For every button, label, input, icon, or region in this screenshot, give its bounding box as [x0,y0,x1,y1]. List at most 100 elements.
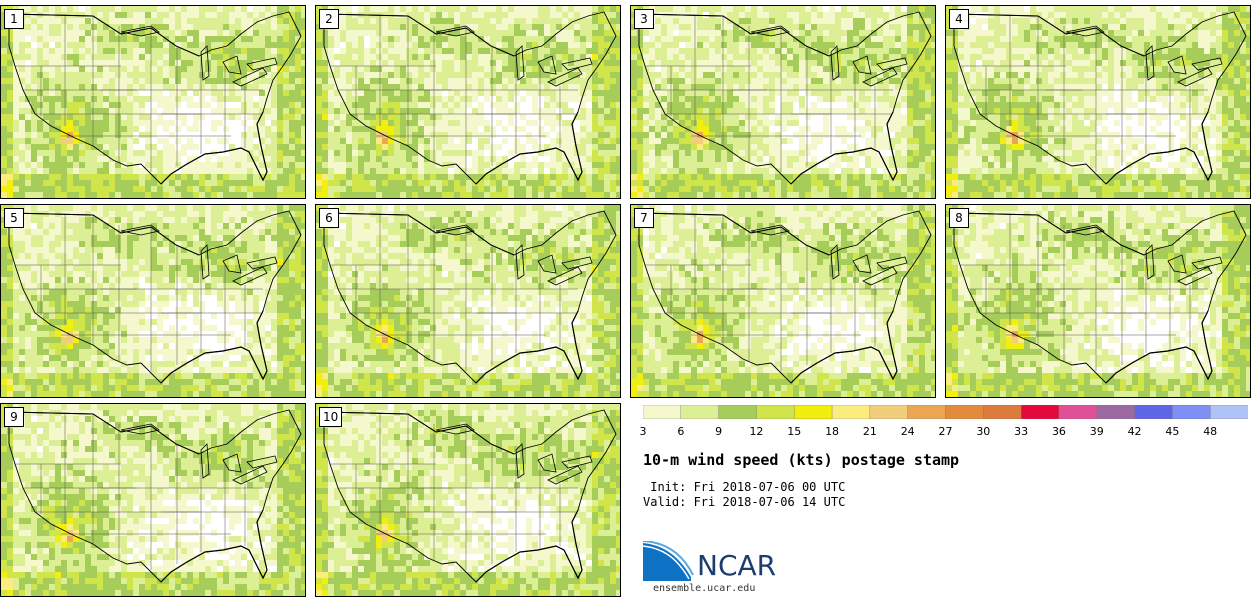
great-lake [1065,224,1105,236]
coastline [1105,310,1213,384]
great-lake [537,453,557,473]
great-lake [200,45,210,81]
colorbar-segment [1096,405,1136,419]
colorbar-tick-label: 21 [862,425,877,438]
colorbar-tick-label: 6 [677,425,685,438]
colorbar-segment [1134,405,1174,419]
colorbar-segment [643,405,682,419]
colorbar-segment [983,405,1022,419]
member-label: 10 [319,407,343,427]
great-lake [200,244,210,280]
great-lake [830,45,840,81]
colorbar-segment [907,405,947,419]
map-panel-10: 10 [315,403,621,597]
member-label: 2 [319,9,339,29]
wind-speed-map [1,205,305,397]
great-lake [750,224,790,236]
great-lake [232,67,268,87]
member-label: 7 [634,208,654,228]
init-time: Init: Fri 2018-07-06 00 UTC [643,480,846,494]
colorbar-segment [1020,405,1060,419]
canada-border [8,411,200,455]
wind-speed-map [631,205,935,397]
great-lake [222,55,242,75]
great-lake [547,266,583,286]
wind-field [316,6,620,198]
great-lake [1191,57,1223,71]
colorbar-tick-label: 42 [1127,425,1142,438]
wind-speed-map [946,205,1250,397]
wind-field [1,205,305,397]
coastline [790,111,898,185]
great-lake [222,254,242,274]
great-lake [120,224,160,236]
map-panel-7: 7 [630,204,936,398]
map-panel-6: 6 [315,204,621,398]
colorbar-segment [718,405,758,419]
great-lake [1167,254,1187,274]
member-label: 8 [949,208,969,228]
coastline [475,111,583,185]
great-lake [852,55,872,75]
great-lake [547,465,583,485]
great-lake [537,254,557,274]
colorbar-tick-label: 15 [787,425,802,438]
great-lake [435,25,475,37]
coastline [790,310,898,384]
coastline [160,310,268,384]
wind-field [1,6,305,198]
wind-speed-map [946,6,1250,198]
canada-border [323,13,515,57]
great-lake [1177,67,1213,87]
great-lake [1167,55,1187,75]
map-panel-5: 5 [0,204,306,398]
great-lake [862,266,898,286]
map-panel-2: 2 [315,5,621,199]
great-lake [232,465,268,485]
colorbar-tick-label: 24 [900,425,915,438]
great-lake [1145,244,1155,280]
great-lake [1145,45,1155,81]
canada-border [638,212,830,256]
wind-speed-map [316,205,620,397]
coastline [160,111,268,185]
colorbar-segment [794,405,833,419]
great-lake [561,57,593,71]
chart-title: 10-m wind speed (kts) postage stamp [643,451,960,469]
wind-field [631,205,935,397]
great-lake [561,455,593,469]
great-lake [200,443,210,479]
colorbar-tick-label: 45 [1165,425,1180,438]
wind-speed-map [1,6,305,198]
wind-field [1,404,305,596]
great-lake [876,256,908,270]
great-lake [852,254,872,274]
colorbar-tick-label: 12 [749,425,764,438]
great-lake [435,224,475,236]
canada-border [323,411,515,455]
wind-field [946,205,1250,397]
colorbar-tick-label: 36 [1051,425,1066,438]
great-lake [750,25,790,37]
wind-field [631,6,935,198]
colorbar-tick-label: 48 [1203,425,1218,438]
map-panel-9: 9 [0,403,306,597]
member-label: 5 [4,208,24,228]
colorbar-tick-label: 39 [1089,425,1104,438]
colorbar-segment [869,405,909,419]
great-lake [537,55,557,75]
great-lake [246,256,278,270]
valid-time: Valid: Fri 2018-07-06 14 UTC [643,495,846,509]
colorbar-segment [1209,405,1248,419]
wind-field [316,404,620,596]
great-lake [222,453,242,473]
wind-speed-map [316,404,620,596]
coastline [1105,111,1213,185]
great-lake [120,423,160,435]
wind-field [316,205,620,397]
map-panel-3: 3 [630,5,936,199]
great-lake [1177,266,1213,286]
great-lake [1191,256,1223,270]
canada-border [953,212,1145,256]
great-lake [435,423,475,435]
